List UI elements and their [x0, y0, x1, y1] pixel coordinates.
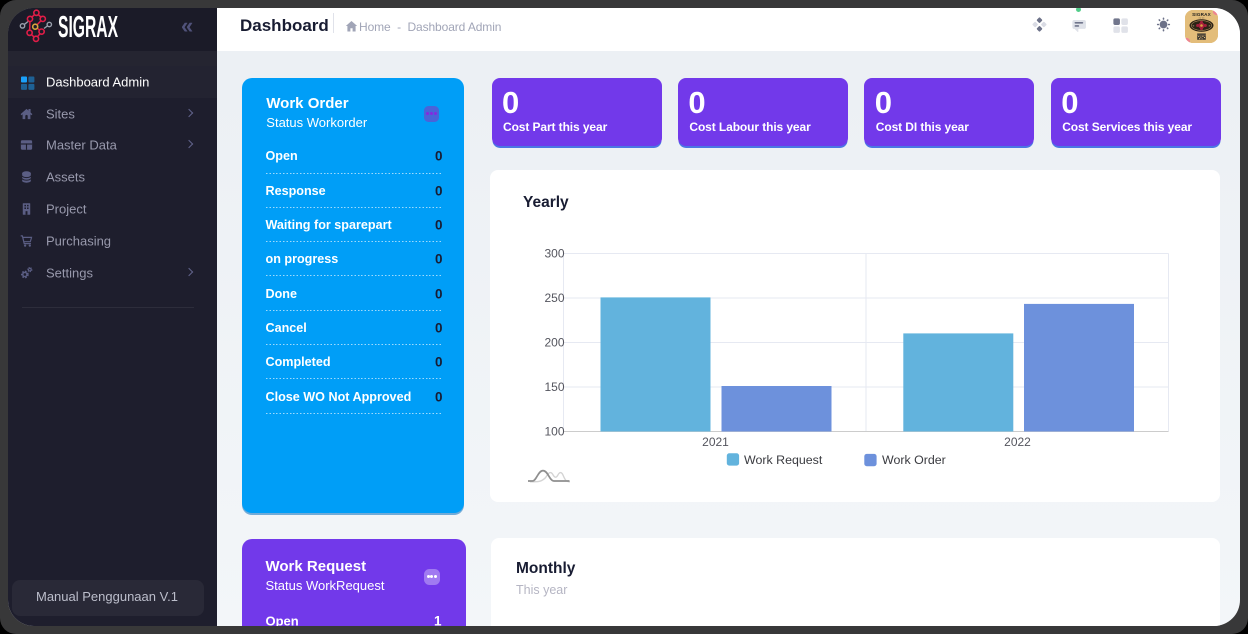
- svg-text:Yearly: Yearly: [523, 194, 569, 211]
- svg-text:200: 200: [544, 336, 564, 350]
- svg-text:»: »: [1209, 24, 1211, 28]
- svg-text:300: 300: [544, 247, 564, 261]
- svg-text:SIGRAX: SIGRAX: [1192, 12, 1212, 17]
- svg-text:Work Order: Work Order: [882, 453, 946, 467]
- svg-text:250: 250: [544, 291, 564, 305]
- svg-text:* * * *: * * * *: [1199, 17, 1205, 20]
- svg-text:2021: 2021: [702, 435, 729, 449]
- svg-text:Work Request: Work Request: [744, 453, 823, 467]
- svg-text:150: 150: [544, 380, 564, 394]
- svg-text:«: «: [1193, 24, 1195, 28]
- svg-text:100: 100: [544, 425, 564, 439]
- svg-text:2022: 2022: [1004, 435, 1031, 449]
